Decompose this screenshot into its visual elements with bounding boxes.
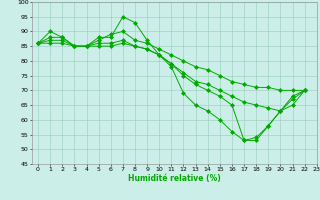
X-axis label: Humidité relative (%): Humidité relative (%): [128, 174, 221, 183]
